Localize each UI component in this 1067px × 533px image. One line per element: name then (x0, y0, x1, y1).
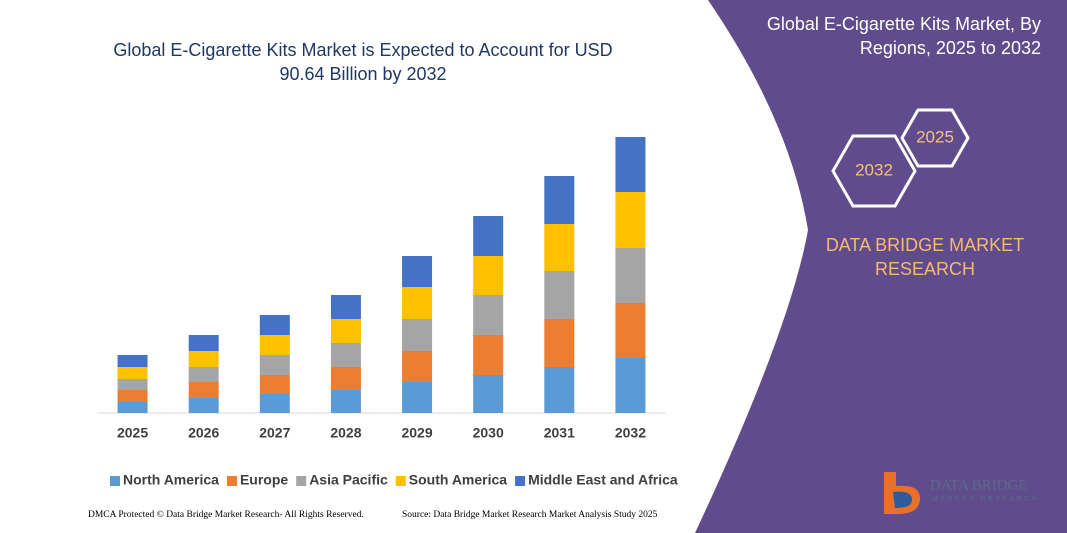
bar-segment (544, 367, 575, 413)
panel-title: Global E-Cigarette Kits Market, By Regio… (766, 14, 1041, 58)
footer-left: DMCA Protected © Data Bridge Market Rese… (88, 509, 364, 520)
legend-swatch (395, 476, 406, 486)
bar-segment (473, 375, 504, 413)
bar-segment (544, 271, 575, 319)
hexagon (831, 134, 917, 208)
legend-swatch (226, 476, 237, 486)
logo: DATA BRIDGE MARKET RESEARCH (884, 472, 1039, 514)
x-tick-label: 2029 (401, 425, 432, 441)
bar-segment (259, 315, 290, 335)
legend-label: North America (123, 472, 219, 488)
hex-label: 2025 (916, 127, 954, 146)
bar-segment (188, 367, 219, 382)
logo-name: DATA BRIDGE (930, 477, 1028, 493)
bar-segment (402, 287, 433, 319)
bar-segment (117, 390, 148, 402)
bar-segment (473, 256, 504, 295)
x-tick-label: 2031 (544, 425, 575, 441)
footer-right: Source: Data Bridge Market Research Mark… (402, 510, 658, 520)
x-tick-label: 2028 (330, 425, 361, 441)
chart-title: Global E-Cigarette Kits Market is Expect… (113, 40, 613, 84)
legend-label: Asia Pacific (309, 472, 388, 488)
logo-mark (893, 491, 912, 508)
bar-segment (615, 137, 646, 192)
bar-segment (117, 402, 148, 413)
bar-segment (259, 335, 290, 355)
bar-segment (188, 351, 219, 367)
bar-segment (473, 335, 504, 375)
bar-segment (330, 390, 361, 413)
bar-segment (188, 335, 219, 351)
bar-segment (330, 343, 361, 367)
hexagon (900, 108, 970, 168)
bar-segment (259, 355, 290, 375)
bar-segment (117, 367, 148, 379)
bar-segment (402, 256, 433, 287)
bar-segment (402, 319, 433, 351)
x-tick-label: 2032 (615, 425, 646, 441)
bar-segment (473, 295, 504, 335)
legend-label: South America (409, 472, 507, 488)
bar-segment (544, 319, 575, 367)
bar-segment (544, 224, 575, 271)
legend-swatch (296, 476, 307, 486)
x-tick-label: 2027 (259, 425, 290, 441)
legend-label: Europe (240, 472, 288, 488)
legend-label: Middle East and Africa (528, 472, 678, 488)
bar-segment (615, 358, 646, 413)
bar-segment (188, 382, 219, 398)
bar-segment (473, 216, 504, 256)
bar-segment (188, 398, 219, 413)
x-tick-label: 2026 (188, 425, 219, 441)
bar-segment (615, 192, 646, 248)
bar-segment (330, 367, 361, 390)
legend-swatch (515, 476, 526, 486)
legend-swatch (110, 476, 120, 486)
logo-tagline: MARKET RESEARCH (932, 496, 1039, 503)
brand: DATA BRIDGE MARKET RESEARCH (825, 235, 1025, 279)
side-panel (695, 0, 1067, 533)
bar-segment (544, 176, 575, 224)
bar-segment (330, 295, 361, 319)
x-tick-label: 2025 (117, 425, 148, 441)
bar-segment (117, 379, 148, 390)
bar-segment (615, 303, 646, 358)
bar-segment (259, 394, 290, 413)
bar-segment (615, 248, 646, 303)
hex-label: 2032 (855, 160, 893, 179)
bar-segment (402, 351, 433, 382)
x-tick-label: 2030 (473, 425, 504, 441)
bar-segment (117, 355, 148, 367)
bar-segment (259, 375, 290, 394)
bar-segment (330, 319, 361, 343)
bar-segment (402, 382, 433, 413)
